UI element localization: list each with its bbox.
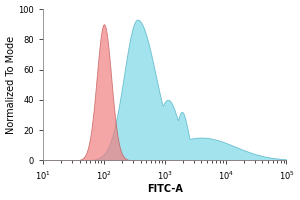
Y-axis label: Normalized To Mode: Normalized To Mode bbox=[6, 36, 16, 134]
X-axis label: FITC-A: FITC-A bbox=[147, 184, 183, 194]
